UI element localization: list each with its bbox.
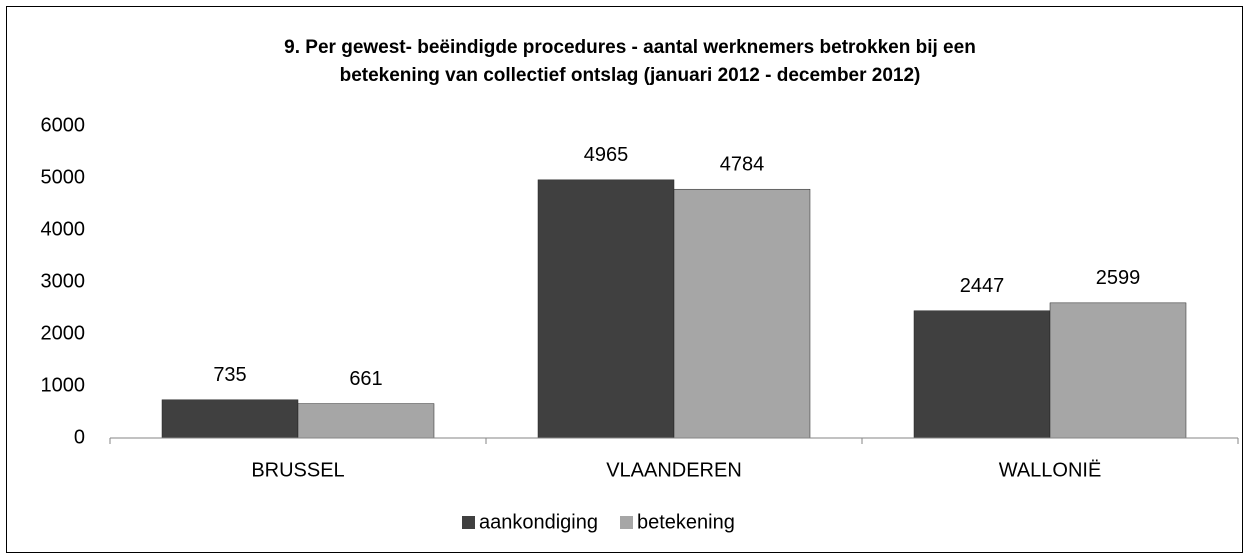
data-label: 735 [213,364,246,386]
y-tick-label: 1000 [41,374,86,396]
chart-title: betekening van collectief ontslag (janua… [340,65,921,86]
x-tick-label: BRUSSEL [251,459,344,481]
y-tick-label: 3000 [41,270,86,292]
data-label: 2599 [1096,267,1141,289]
y-tick-label: 0 [74,426,85,448]
legend-label: aankondiging [479,511,598,533]
bar [537,179,675,439]
chart-title: 9. Per gewest- beëindigde procedures - a… [284,37,976,58]
data-label: 661 [349,368,382,390]
bar [161,399,299,439]
bar [673,188,811,439]
y-tick-label: 2000 [41,322,86,344]
y-tick-label: 6000 [41,114,86,136]
y-tick-label: 5000 [41,166,86,188]
bar [913,310,1051,439]
data-label: 4784 [720,154,765,176]
bar [297,403,435,439]
data-label: 4965 [584,144,629,166]
legend-swatch [462,516,475,529]
bar [1049,302,1187,439]
x-tick-label: WALLONIË [999,459,1102,481]
legend-swatch [620,516,633,529]
legend-label: betekening [637,511,735,533]
x-tick-label: VLAANDEREN [606,459,742,481]
y-tick-label: 4000 [41,218,86,240]
data-label: 2447 [960,275,1005,297]
